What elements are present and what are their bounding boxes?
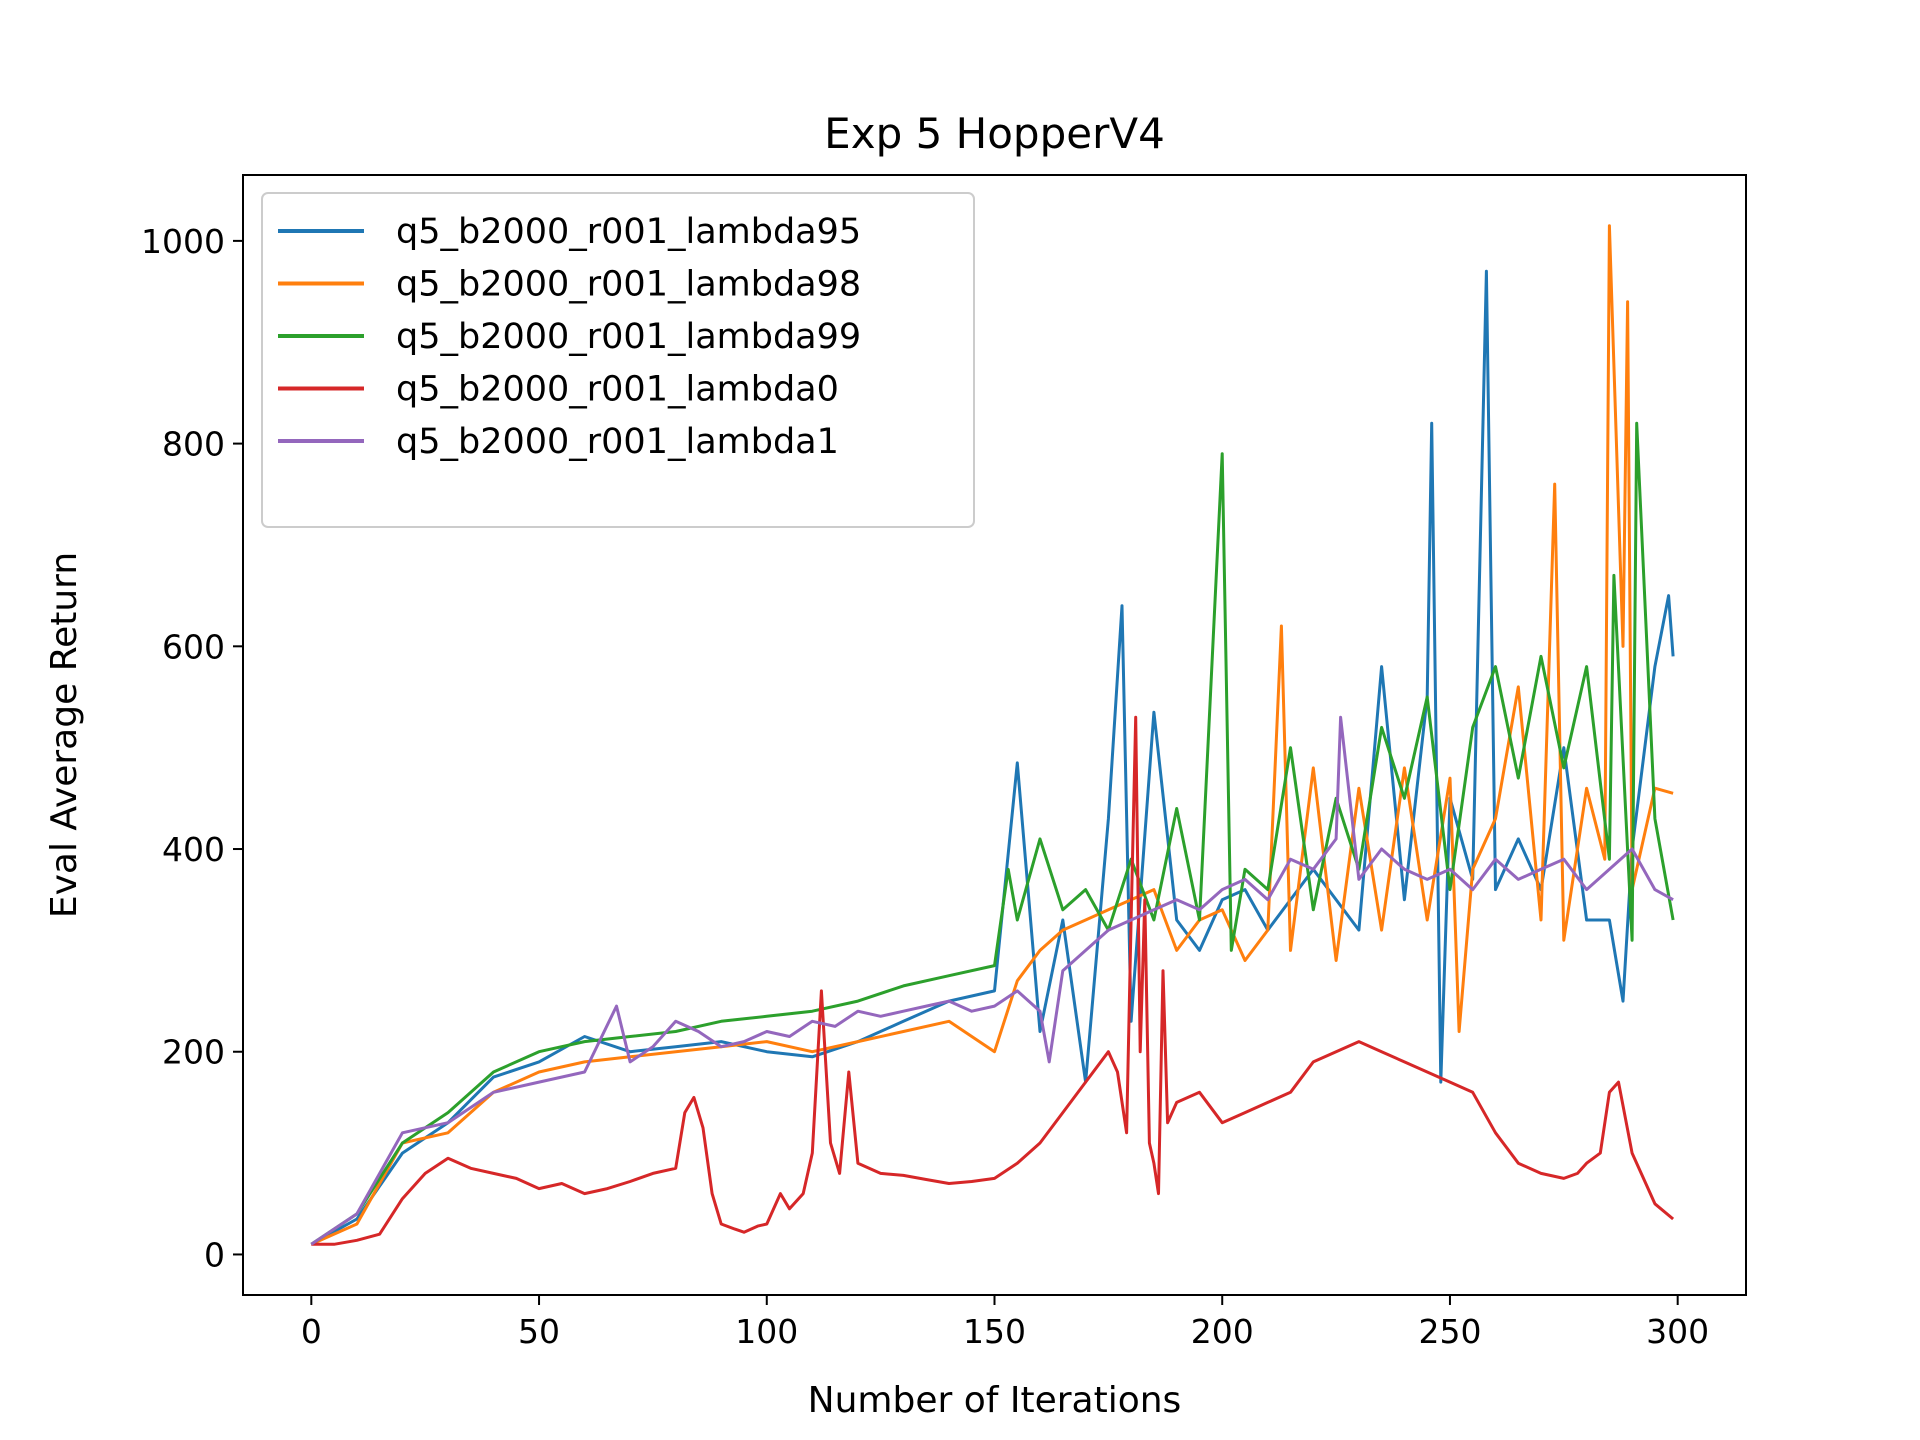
- series-layer: [310, 224, 1675, 1246]
- x-tick-label: 200: [1191, 1312, 1254, 1351]
- x-tick-label: 300: [1646, 1312, 1709, 1351]
- y-tick-label: 0: [204, 1235, 225, 1274]
- y-tick-label: 400: [162, 830, 225, 869]
- legend-label: q5_b2000_r001_lambda0: [396, 370, 839, 410]
- x-tick-label: 150: [963, 1312, 1026, 1351]
- y-tick-label: 800: [162, 425, 225, 464]
- legend-label: q5_b2000_r001_lambda1: [396, 422, 839, 462]
- x-axis-label: Number of Iterations: [808, 1380, 1182, 1421]
- chart-title: Exp 5 HopperV4: [824, 109, 1165, 158]
- legend-label: q5_b2000_r001_lambda95: [396, 212, 861, 252]
- y-tick-label: 1000: [141, 222, 225, 261]
- x-tick-label: 100: [735, 1312, 798, 1351]
- legend-box: [261, 192, 975, 528]
- y-tick-label: 600: [162, 627, 225, 666]
- y-tick-label: 200: [162, 1033, 225, 1072]
- series-line-3: [310, 421, 1675, 1246]
- legend-label: q5_b2000_r001_lambda98: [396, 265, 861, 305]
- x-tick-label: 250: [1418, 1312, 1481, 1351]
- legend: q5_b2000_r001_lambda95 q5_b2000_r001_lamb…: [261, 192, 975, 528]
- y-axis-label: Eval Average Return: [44, 552, 85, 918]
- series-line-5: [310, 715, 1674, 1246]
- x-axis-ticks: 0 50 100 150 200 250 300: [301, 1295, 1709, 1351]
- x-tick-label: 50: [518, 1312, 560, 1351]
- series-line-4: [311, 715, 1675, 1246]
- x-tick-label: 0: [301, 1312, 322, 1351]
- legend-label: q5_b2000_r001_lambda99: [396, 317, 861, 357]
- y-axis-ticks: 0 200 400 600 800 1000: [141, 222, 243, 1274]
